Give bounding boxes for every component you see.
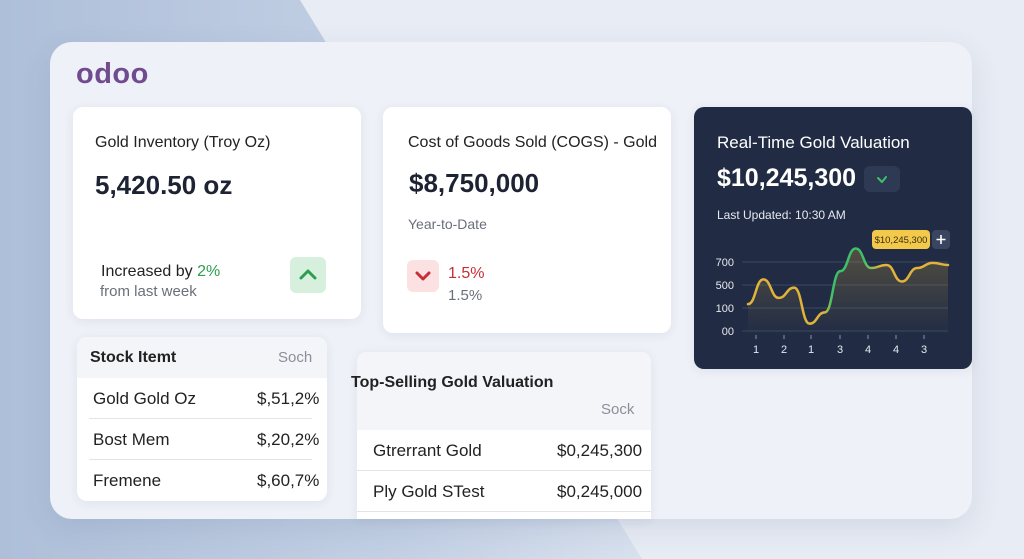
valuation-chart: 700 500 100 00 1 2 1 3 4 4 3 $10,245,300 xyxy=(716,230,950,356)
x-tick-label: 1 xyxy=(808,344,814,356)
series-area xyxy=(748,248,948,335)
change-percent: 1.5% xyxy=(448,265,485,282)
row-value: $0,245,000 xyxy=(557,482,643,501)
x-tick-label: 2 xyxy=(781,344,787,356)
tooltip-label: $10,245,300 xyxy=(875,235,928,246)
row-name[interactable]: Gtrerrant Gold xyxy=(373,441,482,460)
card-title: Gold Inventory (Troy Oz) xyxy=(95,134,271,151)
chevron-up-icon xyxy=(299,269,317,280)
row-value: $,20,2% xyxy=(257,430,320,449)
x-tick-label: 3 xyxy=(837,344,843,356)
gold-inventory-card: Gold Inventory (Troy Oz) 5,420.50 oz Inc… xyxy=(73,107,361,319)
plus-icon-glyph xyxy=(936,235,946,244)
cogs-value: $8,750,000 xyxy=(409,168,540,198)
card-title: Real-Time Gold Valuation xyxy=(717,133,910,152)
table-header xyxy=(357,352,651,430)
chevron-down-icon xyxy=(415,271,431,281)
y-tick-label: 500 xyxy=(716,280,734,292)
x-tick-label: 1 xyxy=(753,344,759,356)
change-prefix: Increased by xyxy=(101,263,198,280)
valuation-value: $10,245,300 xyxy=(717,164,857,192)
row-name[interactable]: Ply Gold STest xyxy=(373,482,485,501)
row-divider xyxy=(357,470,651,471)
row-value: $,60,7% xyxy=(257,471,320,490)
stock-table: Stock Itemt Soch Gold Gold Oz $,51,2% Bo… xyxy=(77,337,327,501)
series-line xyxy=(746,247,950,325)
row-name[interactable]: Gold Gold Oz xyxy=(93,389,196,408)
row-divider xyxy=(89,418,312,419)
change-percent-secondary: 1.5% xyxy=(448,287,483,304)
x-tick-label: 3 xyxy=(921,344,927,356)
row-value: $0,245,300 xyxy=(557,441,643,460)
row-name[interactable]: Fremene xyxy=(93,471,162,490)
y-tick-label: 700 xyxy=(716,257,734,269)
row-value: $,51,2% xyxy=(257,389,320,408)
status-badge[interactable] xyxy=(864,166,900,192)
row-divider xyxy=(357,511,651,512)
cogs-card: Cost of Goods Sold (COGS) - Gold $8,750,… xyxy=(383,107,671,333)
period-label: Year-to-Date xyxy=(408,216,487,232)
inventory-value: 5,420.50 oz xyxy=(95,170,233,200)
y-tick-label: 100 xyxy=(716,303,734,315)
odoo-logo[interactable]: odoo xyxy=(76,58,149,90)
x-tick-label: 4 xyxy=(893,344,899,356)
card-title: Cost of Goods Sold (COGS) - Gold xyxy=(408,134,657,151)
change-text: Increased by 2% xyxy=(101,263,220,281)
row-name[interactable]: Bost Mem xyxy=(93,430,170,449)
real-time-valuation-card: Real-Time Gold Valuation $10,245,300 Las… xyxy=(694,107,972,369)
trend-down-button[interactable] xyxy=(407,260,439,292)
trend-up-button[interactable] xyxy=(290,257,326,293)
top-selling-table: Top-Selling Gold Valuation Sock Gtrerran… xyxy=(351,352,651,519)
change-subtext: from last week xyxy=(100,283,197,300)
last-updated: Last Updated: 10:30 AM xyxy=(717,208,846,222)
column-header-stock[interactable]: Sock xyxy=(601,401,635,418)
table-title: Top-Selling Gold Valuation xyxy=(351,374,554,391)
x-tick-label: 4 xyxy=(865,344,871,356)
column-header-item[interactable]: Stock Itemt xyxy=(90,349,177,366)
column-header-stock[interactable]: Soch xyxy=(278,349,313,366)
check-icon xyxy=(877,176,887,183)
change-percent: 2% xyxy=(197,263,221,280)
y-tick-label: 00 xyxy=(722,326,734,338)
tooltip-box xyxy=(872,230,930,249)
row-divider xyxy=(89,459,312,460)
table-header: Stock Itemt Soch xyxy=(77,337,327,378)
